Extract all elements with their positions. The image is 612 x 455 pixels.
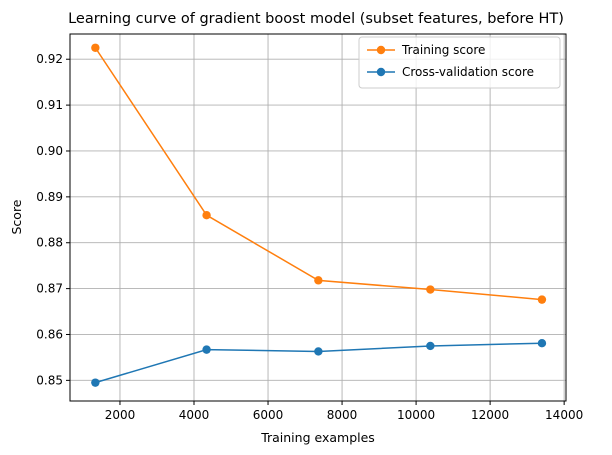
legend-label: Training score bbox=[401, 43, 485, 57]
series-2-point bbox=[537, 338, 547, 348]
plot-frame bbox=[69, 33, 567, 402]
x-tick-label: 8000 bbox=[327, 408, 358, 422]
x-tick-label: 4000 bbox=[179, 408, 210, 422]
y-tick-label: 0.85 bbox=[36, 373, 63, 387]
x-axis-label: Training examples bbox=[260, 430, 375, 445]
legend-swatch-marker bbox=[376, 67, 386, 77]
y-tick-label: 0.89 bbox=[36, 190, 63, 204]
x-tick-label: 2000 bbox=[105, 408, 136, 422]
y-axis: 0.85 0.86 0.87 0.88 0.89 0.90 0.91 0.92 bbox=[36, 52, 70, 387]
legend-box bbox=[358, 36, 561, 89]
legend-swatch-marker bbox=[376, 45, 386, 55]
y-tick-label: 0.91 bbox=[36, 98, 63, 112]
y-tick-label: 0.92 bbox=[36, 52, 63, 66]
x-tick-label: 10000 bbox=[397, 408, 435, 422]
series-1-point bbox=[426, 285, 435, 294]
x-axis: 2000 4000 6000 8000 10000 12000 14000 bbox=[105, 401, 583, 422]
x-tick-label: 14000 bbox=[545, 408, 583, 422]
y-tick-label: 0.86 bbox=[36, 327, 63, 341]
series-2-point bbox=[91, 378, 100, 387]
y-tick-label: 0.87 bbox=[36, 282, 63, 296]
y-axis-label: Score bbox=[9, 199, 24, 234]
plot-area bbox=[91, 43, 547, 387]
series-1-point bbox=[202, 211, 211, 220]
grid bbox=[70, 34, 566, 401]
y-tick-label: 0.90 bbox=[36, 144, 63, 158]
series-1-point bbox=[314, 276, 323, 285]
x-tick-label: 12000 bbox=[471, 408, 509, 422]
series-1-point bbox=[537, 295, 547, 304]
y-tick-label: 0.88 bbox=[36, 236, 63, 250]
legend: Training score Cross-validation score bbox=[358, 36, 561, 89]
series-2-point bbox=[426, 341, 435, 351]
x-tick-label: 6000 bbox=[253, 408, 284, 422]
series-1-point bbox=[91, 43, 100, 52]
legend-label: Cross-validation score bbox=[402, 65, 534, 79]
chart-title: Learning curve of gradient boost model (… bbox=[68, 11, 564, 27]
series-2-point bbox=[314, 347, 323, 356]
series-2-point bbox=[202, 345, 211, 354]
